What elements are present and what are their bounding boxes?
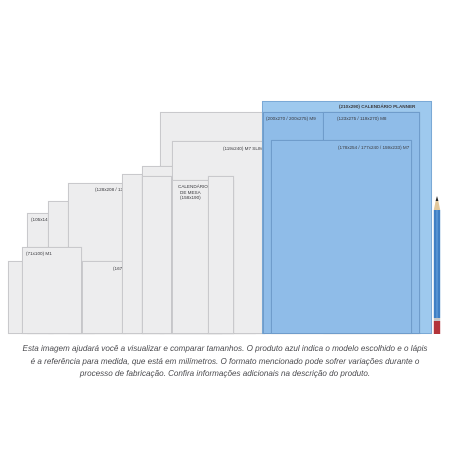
label-m7-slim: (119x240) M7 SLIM	[223, 146, 263, 151]
label-m8: (123x275 / 119x270) M8	[337, 116, 387, 121]
sheet-m1: (71x100) M1	[22, 247, 82, 334]
sheet-m7: (178x254 / 177x240 / 159x233) M7	[271, 140, 412, 334]
label-calendario-2: DE MESA	[180, 189, 201, 195]
label-m9: (200x270 / 200x275) M9	[266, 116, 316, 121]
pencil-icon	[433, 196, 441, 334]
label-calendario-1: CALENDÁRIO	[178, 184, 208, 189]
label-m7: (178x254 / 177x240 / 159x233) M7	[338, 145, 410, 150]
label-planner: (210x290) CALENDÁRIO PLANNER	[339, 104, 416, 109]
sheet-m6-front	[208, 176, 234, 334]
label-calendario-3: (158x190)	[180, 195, 201, 200]
caption-text: Esta imagem ajudará você a visualizar e …	[22, 344, 428, 379]
label-m1: (71x100) M1	[26, 251, 52, 256]
sheet-indice-front	[142, 176, 172, 334]
